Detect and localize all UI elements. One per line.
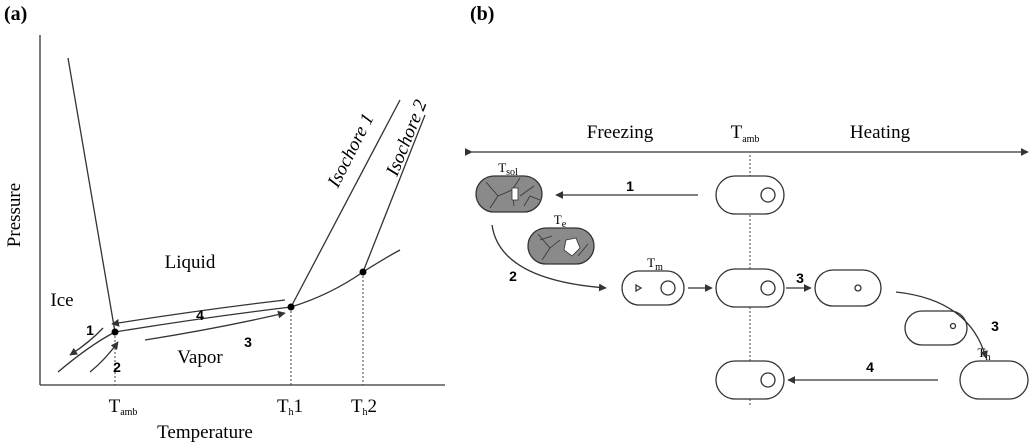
state-label: Tsol bbox=[498, 160, 518, 178]
point bbox=[287, 303, 295, 311]
step-label: 2 bbox=[509, 268, 517, 284]
region-label: Ice bbox=[50, 290, 73, 311]
step-label: 1 bbox=[626, 178, 634, 194]
bubble bbox=[660, 280, 676, 296]
point bbox=[359, 268, 367, 276]
void bbox=[511, 187, 519, 201]
x-tick-label: Tamb bbox=[109, 396, 138, 418]
frozen-capsule bbox=[475, 175, 543, 213]
vapor-curve bbox=[57, 249, 401, 373]
capsule bbox=[715, 268, 785, 308]
step-label: 3 bbox=[991, 318, 999, 334]
step-label: 2 bbox=[113, 359, 121, 375]
void bbox=[563, 237, 581, 257]
region-label: Vapor bbox=[177, 347, 223, 368]
bubble bbox=[854, 284, 862, 292]
isochore-line bbox=[290, 99, 401, 308]
capsule bbox=[715, 175, 785, 215]
step-label: 4 bbox=[866, 359, 874, 375]
step-label: 4 bbox=[196, 307, 204, 323]
capsule bbox=[959, 360, 1029, 400]
tamb-label: Tamb bbox=[731, 122, 760, 145]
x-tick-label: Th2 bbox=[351, 396, 377, 418]
arrow bbox=[144, 310, 286, 341]
melting-line bbox=[67, 57, 116, 333]
x-axis-title: Temperature bbox=[157, 422, 253, 443]
capsule bbox=[715, 360, 785, 400]
capsule bbox=[904, 310, 968, 346]
arrow bbox=[491, 224, 607, 292]
frozen-capsule bbox=[527, 227, 595, 265]
state-label: Tm bbox=[647, 255, 663, 273]
arrow bbox=[89, 341, 119, 373]
x-tick-label: Th1 bbox=[277, 396, 303, 418]
isochore-label: Isochore 2 bbox=[382, 96, 432, 179]
point bbox=[111, 328, 119, 336]
state-label: Te bbox=[554, 212, 567, 230]
y-axis-title: Pressure bbox=[4, 183, 25, 247]
isochore-line bbox=[362, 114, 426, 273]
panel-label: (a) bbox=[4, 3, 27, 25]
freezing-label: Freezing bbox=[587, 122, 654, 143]
bubble bbox=[760, 280, 776, 296]
state-label: Th bbox=[978, 345, 991, 363]
step-label: 1 bbox=[86, 322, 94, 338]
isochore-label: Isochore 1 bbox=[323, 110, 378, 192]
arrow bbox=[895, 291, 988, 359]
capsule bbox=[621, 270, 685, 306]
bubble bbox=[949, 322, 957, 330]
bubble bbox=[760, 187, 776, 203]
arrow bbox=[111, 299, 286, 327]
capsule bbox=[814, 269, 882, 307]
crystal bbox=[635, 283, 643, 293]
cracks bbox=[537, 233, 589, 261]
region-label: Liquid bbox=[165, 252, 216, 273]
step-label: 3 bbox=[244, 334, 252, 350]
arrow bbox=[69, 327, 104, 356]
step-label: 3 bbox=[796, 270, 804, 286]
panel-label: (b) bbox=[470, 3, 494, 25]
bubble bbox=[760, 372, 776, 388]
heating-label: Heating bbox=[850, 122, 911, 143]
